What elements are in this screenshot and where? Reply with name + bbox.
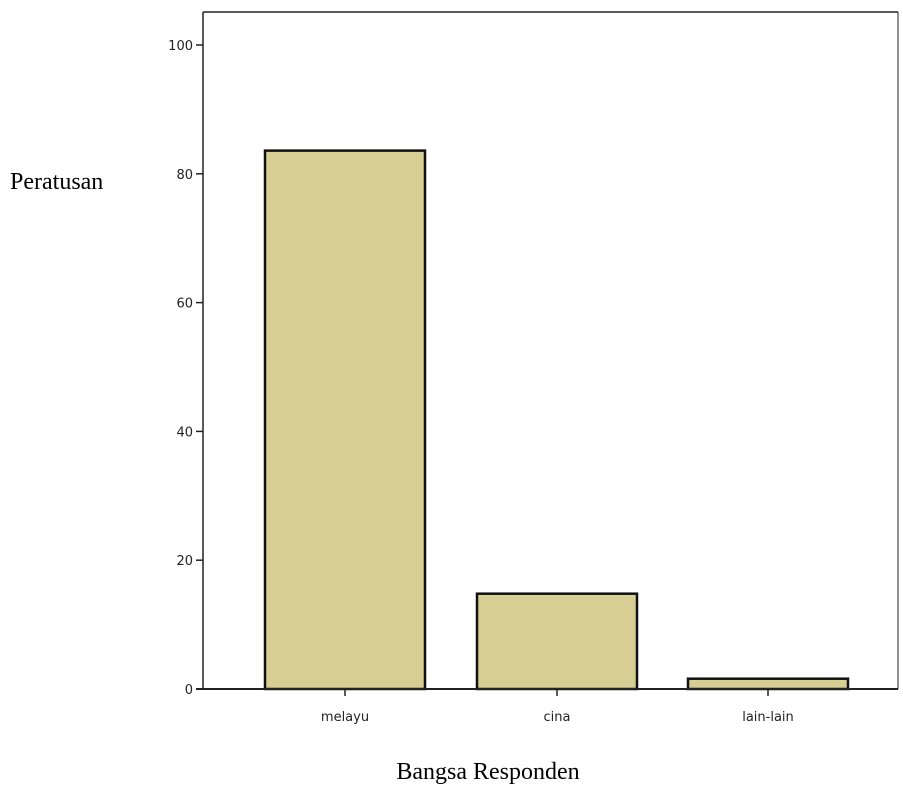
y-axis: 0 20 40 60 80 100: [168, 39, 203, 698]
x-axis: melayu cina lain-lain: [196, 688, 898, 725]
y-tick-label: 40: [176, 425, 193, 440]
x-tick-label: lain-lain: [742, 710, 794, 725]
plot-frame: [202, 11, 899, 689]
x-axis-title: Bangsa Responden: [396, 759, 579, 785]
y-tick-label: 100: [168, 39, 193, 54]
y-tick-label: 0: [185, 683, 193, 698]
x-tick-label: melayu: [321, 710, 369, 725]
x-tick-label: cina: [544, 710, 571, 725]
bar-lain-lain: [686, 677, 850, 691]
y-tick-label: 20: [176, 554, 193, 569]
bar-cina: [475, 592, 639, 691]
y-tick-label: 80: [176, 168, 193, 183]
bar-melayu: [263, 149, 427, 691]
y-tick-label: 60: [176, 297, 193, 312]
y-axis-title: Peratusan: [10, 169, 103, 195]
bars-group: [263, 149, 850, 691]
